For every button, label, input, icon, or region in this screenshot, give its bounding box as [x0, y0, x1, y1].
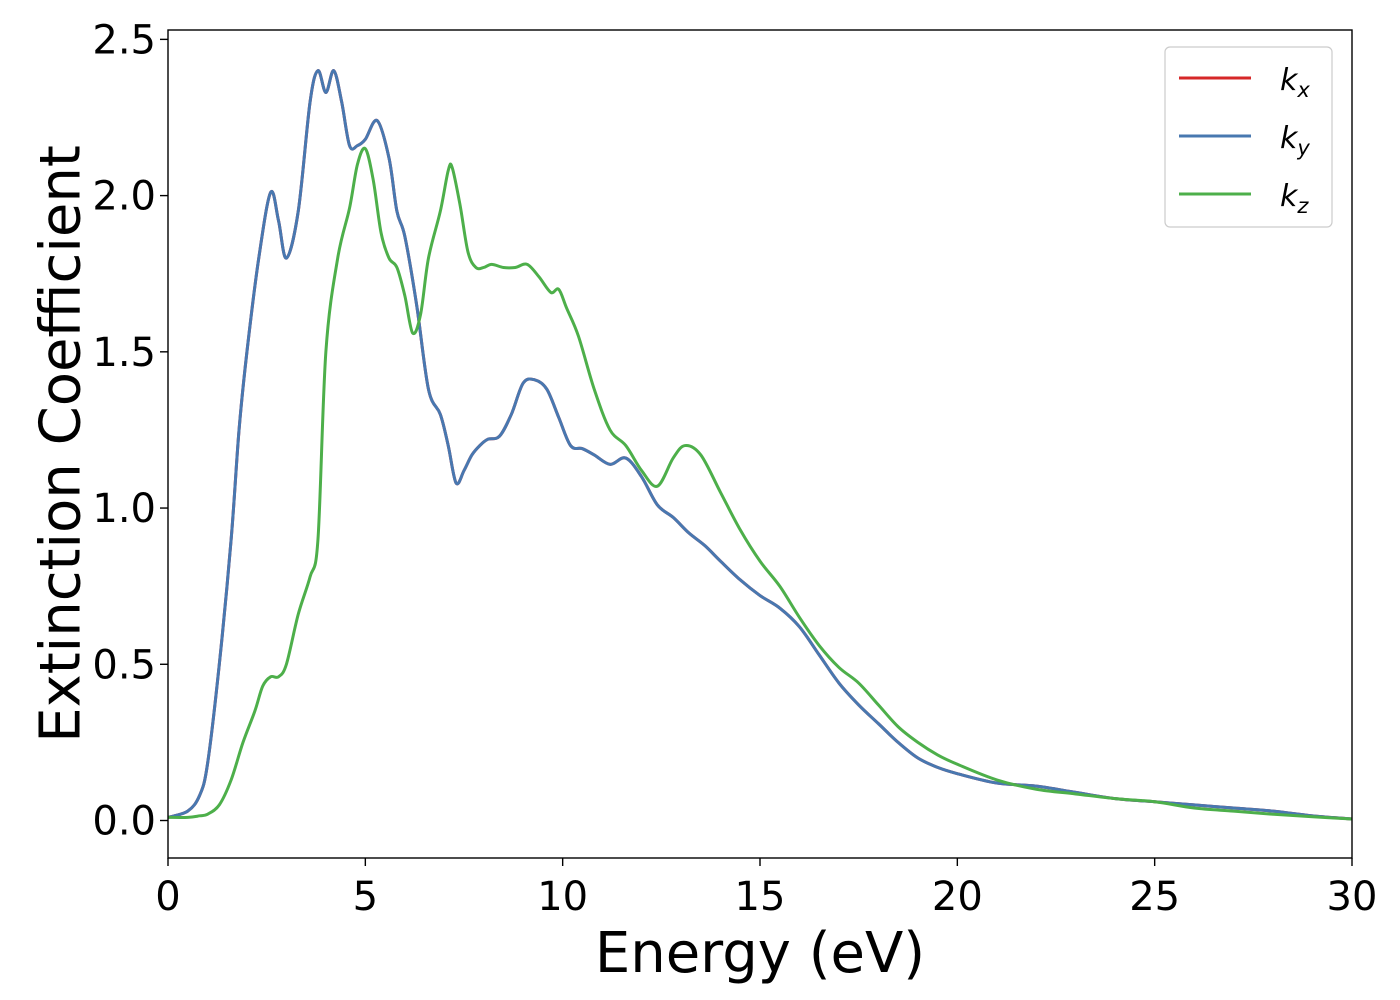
legend-label-ky: ky [1280, 121, 1310, 160]
y-tick-label: 2.5 [92, 17, 156, 63]
legend: kx ky kz [1164, 46, 1333, 228]
y-axis-ticks: 0.0 0.5 1.0 1.5 2.0 2.5 [92, 17, 168, 845]
x-tick-label: 25 [1129, 874, 1180, 920]
x-tick-label: 5 [353, 874, 378, 920]
x-axis-ticks: 0 5 10 15 20 25 30 [155, 858, 1377, 920]
series-line-ky [168, 69, 1352, 821]
y-tick-label: 2.0 [92, 174, 156, 220]
legend-items: kx ky kz [1179, 63, 1310, 218]
legend-label-kz: kz [1280, 179, 1309, 218]
y-axis-label: Extinction Coefficient [29, 145, 94, 743]
y-tick-label: 1.5 [92, 330, 156, 376]
legend-label-kx: kx [1280, 63, 1310, 102]
x-axis-label: Energy (eV) [595, 921, 925, 986]
x-tick-label: 30 [1327, 874, 1378, 920]
x-tick-label: 10 [537, 874, 588, 920]
x-tick-label: 15 [735, 874, 786, 920]
series-line-kz [168, 146, 1352, 821]
x-tick-label: 20 [932, 874, 983, 920]
x-tick-label: 0 [155, 874, 180, 920]
y-tick-label: 1.0 [92, 486, 156, 532]
y-tick-label: 0.5 [92, 642, 156, 688]
series-layer [168, 69, 1352, 821]
y-tick-label: 0.0 [92, 799, 156, 845]
